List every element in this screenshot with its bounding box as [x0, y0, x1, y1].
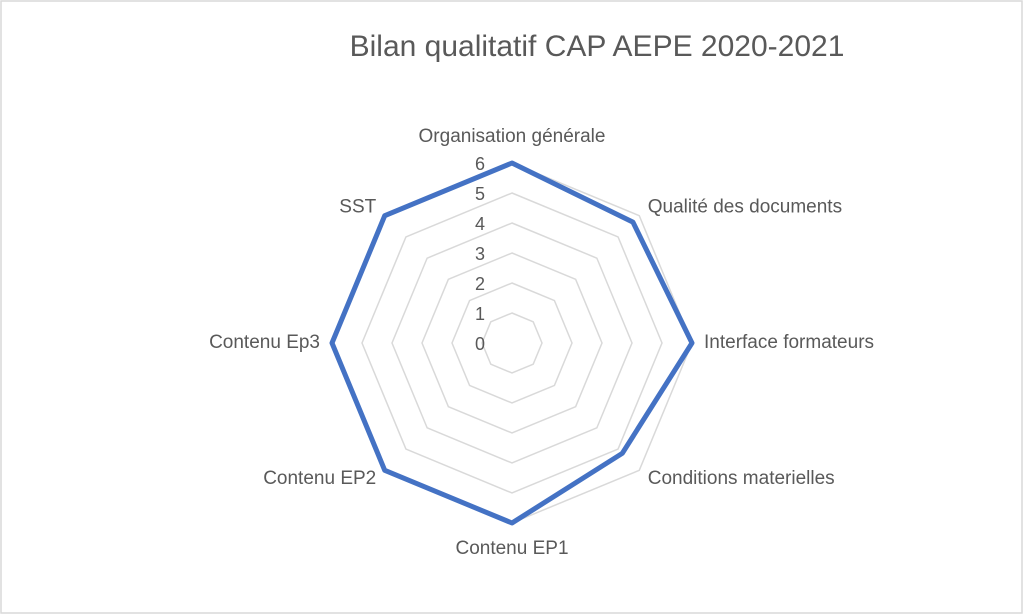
grid-ring	[481, 312, 543, 374]
category-label: SST	[339, 196, 376, 217]
category-label: Contenu Ep3	[209, 332, 320, 353]
r-tick-label: 4	[475, 214, 485, 234]
category-label: Qualité des documents	[648, 196, 842, 217]
r-tick-label: 2	[475, 274, 485, 294]
series-line	[329, 160, 695, 526]
category-label: Contenu EP1	[455, 538, 568, 559]
category-label: Organisation générale	[419, 126, 606, 147]
r-tick-label: 1	[475, 304, 485, 324]
category-label: Contenu EP2	[263, 468, 376, 489]
r-tick-label: 5	[475, 184, 485, 204]
grid-ring	[421, 252, 603, 434]
chart-title: Bilan qualitatif CAP AEPE 2020-2021	[350, 30, 845, 63]
r-tick-label: 6	[475, 154, 485, 174]
r-tick-label: 3	[475, 244, 485, 264]
category-label: Interface formateurs	[704, 332, 874, 353]
category-label: Conditions materielles	[648, 468, 835, 489]
grid-ring	[391, 222, 633, 464]
grid-ring	[361, 192, 663, 494]
grid-ring	[451, 282, 573, 404]
r-tick-label: 0	[475, 334, 485, 354]
